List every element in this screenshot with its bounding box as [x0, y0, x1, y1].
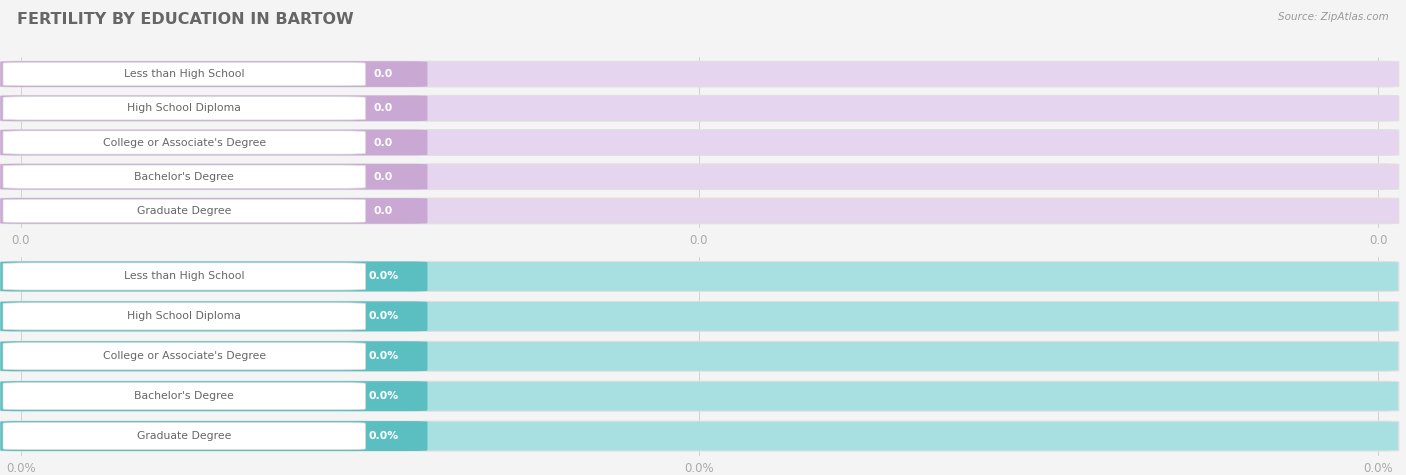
FancyBboxPatch shape [3, 342, 366, 370]
FancyBboxPatch shape [0, 61, 427, 87]
FancyBboxPatch shape [3, 131, 366, 154]
Text: Bachelor's Degree: Bachelor's Degree [135, 391, 235, 401]
FancyBboxPatch shape [0, 164, 1399, 190]
Text: College or Associate's Degree: College or Associate's Degree [103, 137, 266, 148]
Text: 0.0: 0.0 [374, 171, 392, 182]
Text: FERTILITY BY EDUCATION IN BARTOW: FERTILITY BY EDUCATION IN BARTOW [17, 12, 353, 27]
FancyBboxPatch shape [0, 261, 427, 291]
Text: High School Diploma: High School Diploma [128, 311, 242, 322]
FancyBboxPatch shape [3, 165, 366, 188]
Text: 0.0%: 0.0% [368, 431, 398, 441]
Text: College or Associate's Degree: College or Associate's Degree [103, 351, 266, 361]
Text: 0.0%: 0.0% [368, 311, 398, 322]
FancyBboxPatch shape [0, 95, 427, 121]
Text: Graduate Degree: Graduate Degree [136, 206, 232, 216]
Text: Bachelor's Degree: Bachelor's Degree [135, 171, 235, 182]
FancyBboxPatch shape [3, 63, 366, 86]
FancyBboxPatch shape [3, 200, 366, 222]
FancyBboxPatch shape [0, 381, 427, 411]
FancyBboxPatch shape [3, 422, 366, 450]
FancyBboxPatch shape [0, 302, 1399, 332]
Text: 0.0: 0.0 [374, 137, 392, 148]
Text: 0.0%: 0.0% [368, 351, 398, 361]
FancyBboxPatch shape [0, 164, 427, 190]
FancyBboxPatch shape [0, 130, 1399, 155]
Text: 0.0%: 0.0% [368, 391, 398, 401]
FancyBboxPatch shape [0, 381, 1399, 411]
Text: 0.0: 0.0 [374, 103, 392, 114]
Text: 0.0: 0.0 [374, 206, 392, 216]
FancyBboxPatch shape [0, 341, 1399, 371]
Text: 0.0: 0.0 [374, 69, 392, 79]
FancyBboxPatch shape [3, 97, 366, 120]
Text: Graduate Degree: Graduate Degree [136, 431, 232, 441]
FancyBboxPatch shape [3, 382, 366, 410]
Text: Source: ZipAtlas.com: Source: ZipAtlas.com [1278, 12, 1389, 22]
FancyBboxPatch shape [0, 302, 427, 332]
FancyBboxPatch shape [0, 198, 1399, 224]
Text: High School Diploma: High School Diploma [128, 103, 242, 114]
Text: Less than High School: Less than High School [124, 69, 245, 79]
Text: 0.0%: 0.0% [368, 271, 398, 282]
FancyBboxPatch shape [3, 303, 366, 330]
FancyBboxPatch shape [0, 341, 427, 371]
FancyBboxPatch shape [0, 130, 427, 155]
FancyBboxPatch shape [0, 95, 1399, 121]
FancyBboxPatch shape [0, 421, 427, 451]
FancyBboxPatch shape [0, 61, 1399, 87]
FancyBboxPatch shape [0, 421, 1399, 451]
Text: Less than High School: Less than High School [124, 271, 245, 282]
FancyBboxPatch shape [0, 261, 1399, 291]
FancyBboxPatch shape [0, 198, 427, 224]
FancyBboxPatch shape [3, 263, 366, 290]
